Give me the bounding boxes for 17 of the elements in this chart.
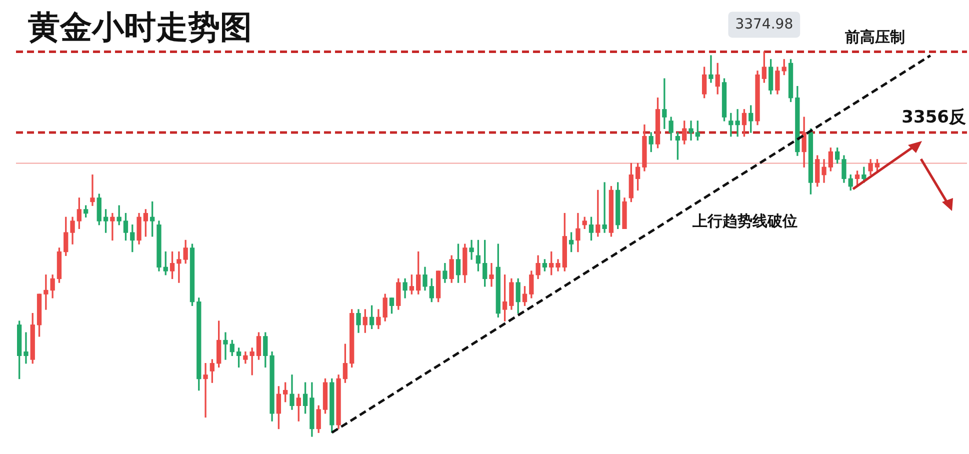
candlestick: [602, 182, 607, 233]
candlestick: [176, 251, 182, 283]
ref-line-label: 3356反: [902, 107, 966, 128]
ref-line-label: 前高压制: [844, 28, 905, 46]
chart-title: 黄金小时走势图: [28, 7, 252, 48]
candlestick: [688, 120, 694, 141]
annotation: 上行趋势线破位: [692, 212, 798, 230]
text: 3374.98: [735, 16, 794, 32]
candlestick: [708, 55, 714, 83]
candlestick: [469, 240, 474, 260]
candlestick: [223, 332, 228, 360]
candlestick: [735, 109, 740, 137]
candlestick: [24, 332, 28, 364]
candlestick: [489, 262, 494, 287]
candlestick: [203, 363, 208, 418]
candlestick: [90, 174, 95, 206]
candlestick: [110, 212, 115, 241]
